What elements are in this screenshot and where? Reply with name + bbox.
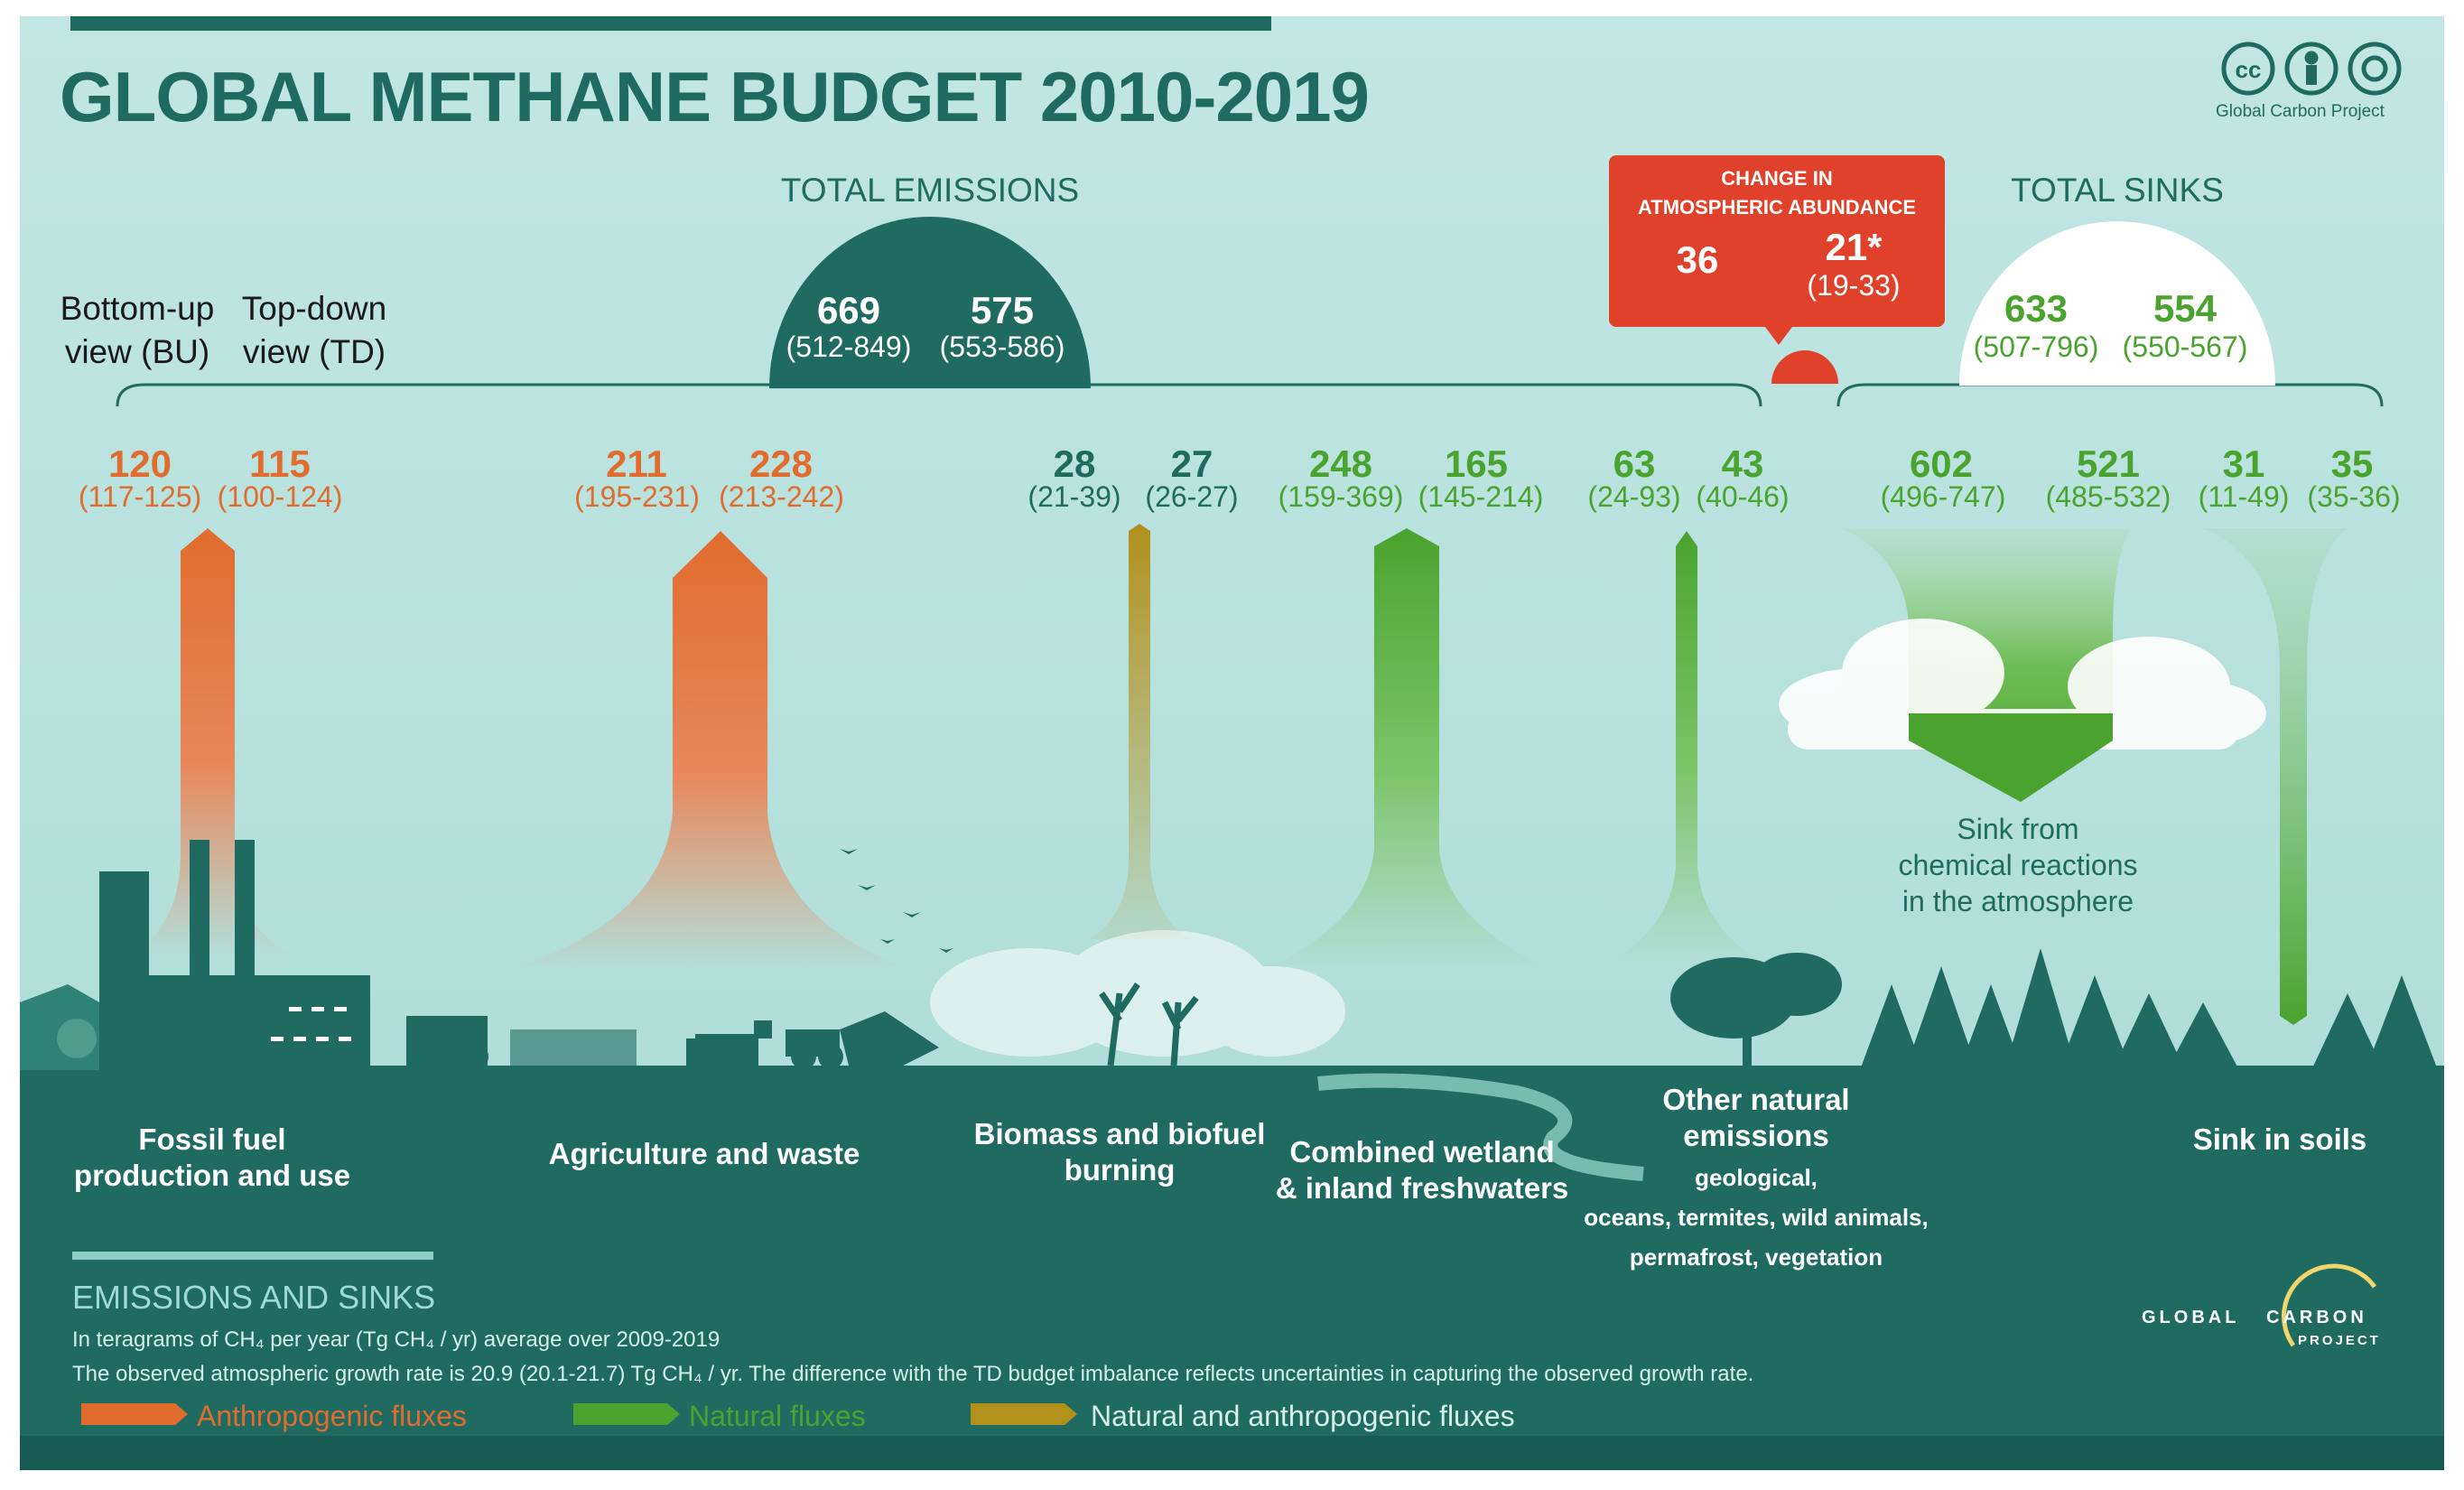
biomass-label: Biomass and biofuel burning	[973, 1117, 1266, 1187]
chem-bu-value: 602	[1909, 442, 1974, 485]
total-emissions-dome	[769, 217, 1091, 388]
change-label: CHANGE IN ATMOSPHERIC ABUNDANCE	[1609, 164, 1945, 222]
legend-note-1: In teragrams of CH₄ per year (Tg CH₄ / y…	[72, 1327, 721, 1352]
other-bu-range: (24-93)	[1587, 480, 1681, 513]
agri-bu-range: (195-231)	[574, 480, 700, 513]
license-caption: Global Carbon Project	[2216, 102, 2385, 121]
agri-bu-value: 211	[606, 442, 667, 485]
change-td-range: (19-33)	[1807, 269, 1901, 302]
gcp-logo-line1: GLOBAL	[2142, 1308, 2240, 1327]
gcp-logo-line2: CARBON	[2266, 1308, 2367, 1327]
change-label-line2: ATMOSPHERIC ABUNDANCE	[1638, 196, 1916, 219]
agriculture-arrow	[506, 531, 912, 971]
fossil-fuel-arrow	[126, 528, 298, 957]
legend-title: EMISSIONS AND SINKS	[72, 1279, 436, 1316]
fossil-td-value: 115	[249, 442, 311, 485]
other-bu-value: 63	[1613, 442, 1656, 485]
total-sinks-td-range: (550-567)	[2122, 331, 2248, 363]
change-box	[1609, 155, 1945, 384]
gcp-logo-line3: PROJECT	[2298, 1333, 2381, 1348]
factory-windows	[271, 1007, 351, 1041]
cc-icon: cc	[2221, 42, 2275, 96]
fossil-bu-value: 120	[107, 442, 172, 485]
other-sublabel: geological, oceans, termites, wild anima…	[1584, 1164, 1929, 1271]
agri-label: Agriculture and waste	[548, 1137, 860, 1170]
fossil-td-range: (100-124)	[217, 480, 343, 513]
gcp-logo-arc-icon	[2282, 1263, 2377, 1347]
legend-swatch-mixed	[971, 1403, 1077, 1425]
chem-label: Sink from chemical reactions in the atmo…	[1898, 813, 2138, 917]
wetland-td-range: (145-214)	[1418, 480, 1544, 513]
biomass-bu-range: (21-39)	[1027, 480, 1121, 513]
chem-bu-range: (496-747)	[1880, 480, 2006, 513]
legend-swatch-anthropogenic	[81, 1403, 188, 1425]
legend-swatch-natural	[573, 1403, 680, 1425]
chem-td-range: (485-532)	[2045, 480, 2171, 513]
agri-td-range: (213-242)	[719, 480, 844, 513]
total-sinks-td-value: 554	[2153, 287, 2218, 330]
river	[1317, 1073, 1644, 1181]
change-label-line1: CHANGE IN	[1721, 167, 1833, 190]
wetland-arrow	[1264, 528, 1553, 971]
total-sinks-bu-range: (507-796)	[1973, 331, 2099, 363]
biomass-arrow	[1088, 524, 1192, 939]
soil-td-value: 35	[2330, 442, 2374, 485]
change-bu-value: 36	[1676, 238, 1719, 281]
license-icons: cc	[2221, 42, 2402, 96]
top-down-view-label: Top-down view (TD)	[241, 290, 387, 370]
birds	[840, 849, 953, 953]
soil-bu-range: (11-49)	[2198, 480, 2290, 513]
legend-label-anthropogenic: Anthropogenic fluxes	[197, 1400, 467, 1432]
tree	[1670, 953, 1842, 1070]
smoke	[930, 930, 1345, 1057]
other-natural-arrow	[1603, 531, 1770, 966]
page-title: GLOBAL METHANE BUDGET 2010-2019	[60, 57, 1370, 136]
top-accent-bar	[70, 16, 1271, 31]
soil-bu-value: 31	[2222, 442, 2265, 485]
wetland-bu-range: (159-369)	[1278, 480, 1404, 513]
total-emissions-bu-range: (512-849)	[786, 331, 912, 363]
other-td-range: (40-46)	[1696, 480, 1790, 513]
factory-silhouette	[20, 840, 370, 1070]
legend-label-natural: Natural fluxes	[689, 1400, 866, 1432]
change-td-value: 21*	[1825, 226, 1883, 268]
forest	[1860, 948, 2438, 1070]
farm-silhouette	[406, 1011, 939, 1071]
agri-td-value: 228	[748, 442, 814, 485]
fossil-bu-range: (117-125)	[78, 480, 202, 513]
bottom-up-view-label: Bottom-up view (BU)	[60, 290, 215, 370]
burnt-trees	[1099, 982, 1199, 1066]
wetland-td-value: 165	[1444, 442, 1509, 485]
attribution-icon	[2284, 42, 2338, 96]
wetland-bu-value: 248	[1308, 442, 1373, 485]
soil-td-range: (35-36)	[2307, 480, 2401, 513]
other-td-value: 43	[1721, 442, 1764, 485]
biomass-td-value: 27	[1170, 442, 1213, 485]
share-alike-icon	[2348, 42, 2402, 96]
chem-td-value: 521	[2076, 442, 2141, 485]
total-sinks-dome	[1959, 221, 2275, 386]
total-sinks-bu-value: 633	[2004, 287, 2069, 330]
soil-sink-arrow	[2203, 528, 2348, 1025]
soil-label: Sink in soils	[2192, 1122, 2367, 1156]
other-label: Other natural emissions	[1662, 1083, 1850, 1152]
total-emissions-td-value: 575	[970, 289, 1035, 331]
svg-text:cc: cc	[2236, 56, 2262, 83]
biomass-td-range: (26-27)	[1145, 480, 1239, 513]
total-emissions-td-range: (553-586)	[939, 331, 1065, 363]
legend-label-mixed: Natural and anthropogenic fluxes	[1091, 1400, 1515, 1432]
total-sinks-label: TOTAL SINKS	[2011, 172, 2224, 209]
biomass-bu-value: 28	[1053, 442, 1096, 485]
wetland-label: Combined wetland & inland freshwaters	[1275, 1135, 1569, 1205]
total-emissions-bu-value: 669	[816, 289, 881, 331]
total-emissions-label: TOTAL EMISSIONS	[780, 172, 1080, 209]
legend-accent-bar	[72, 1252, 433, 1260]
legend-note-2: The observed atmospheric growth rate is …	[72, 1362, 1754, 1386]
fossil-label: Fossil fuel production and use	[73, 1122, 351, 1192]
